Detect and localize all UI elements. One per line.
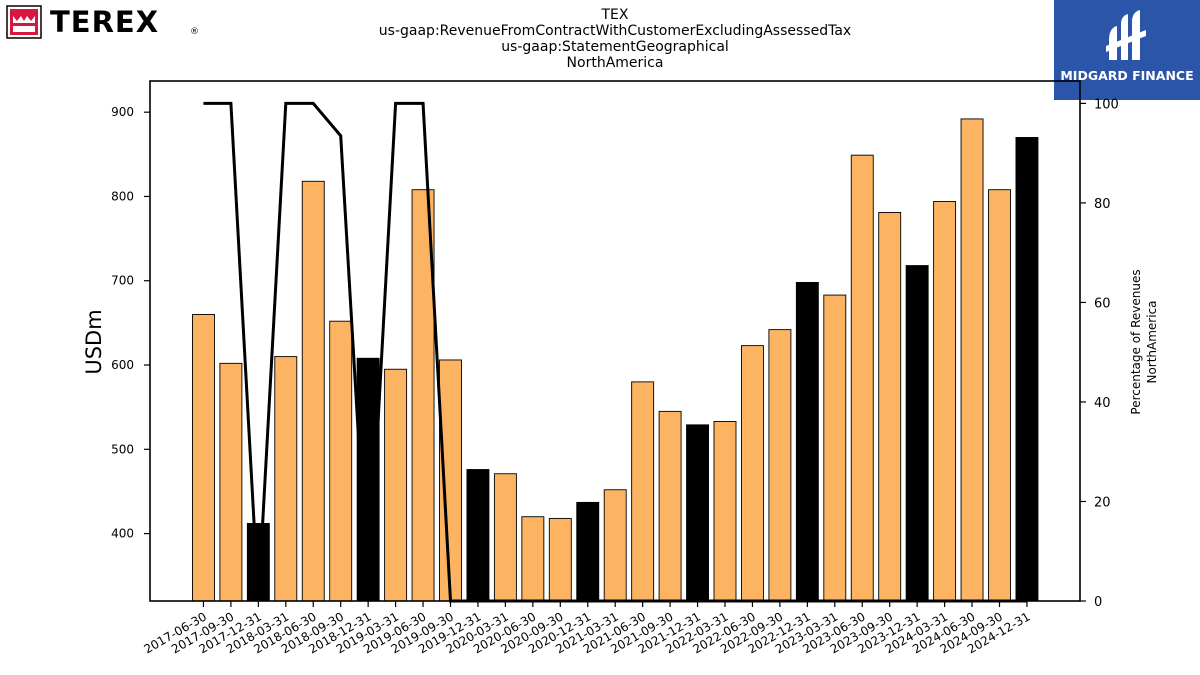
terex-logo: TEREX ® xyxy=(6,4,206,40)
left-tick-label: 500 xyxy=(111,442,134,456)
bar-2019-12-31 xyxy=(466,469,490,602)
bar-2018-06-30 xyxy=(301,180,325,602)
logo-wordmark: TEREX xyxy=(50,5,159,39)
title-line-axis: us-gaap:StatementGeographical xyxy=(501,39,729,55)
secondary-y-axis-label: Percentage of Revenues xyxy=(1129,269,1143,414)
right-tick-label: 80 xyxy=(1094,197,1111,212)
bar-2024-06-30 xyxy=(960,118,984,602)
bar-series xyxy=(191,118,1039,602)
bar-2021-03-31 xyxy=(603,489,627,602)
title-line-ticker: TEX xyxy=(601,7,629,23)
midgard-mark-icon xyxy=(1106,10,1146,60)
bar-2021-09-30 xyxy=(658,410,682,602)
left-axis-ticks: 400 500 600 700 800 900 xyxy=(111,105,150,541)
title-line-concept: us-gaap:RevenueFromContractWithCustomerE… xyxy=(378,23,852,39)
bar-2022-09-30 xyxy=(768,329,792,602)
right-tick-label: 100 xyxy=(1094,97,1119,112)
chart-title: TEX us-gaap:RevenueFromContractWithCusto… xyxy=(300,7,930,71)
bar-2020-06-30 xyxy=(521,516,545,602)
badge-text: MIDGARD FINANCE xyxy=(1060,68,1194,83)
right-tick-label: 40 xyxy=(1094,396,1111,411)
bar-2022-03-31 xyxy=(713,421,737,602)
left-tick-label: 700 xyxy=(111,274,134,288)
left-tick-label: 800 xyxy=(111,189,134,203)
bar-2023-03-31 xyxy=(823,294,847,602)
right-tick-label: 0 xyxy=(1094,595,1102,610)
bar-2021-06-30 xyxy=(631,381,655,602)
bar-2017-06-30 xyxy=(191,314,215,602)
bar-2018-03-31 xyxy=(274,356,298,602)
secondary-y-axis-label-member: NorthAmerica xyxy=(1145,300,1159,383)
bar-2017-09-30 xyxy=(219,362,243,602)
bar-2018-09-30 xyxy=(329,320,353,602)
right-tick-label: 60 xyxy=(1094,296,1111,311)
bar-2023-12-31 xyxy=(905,265,929,602)
bar-2020-12-31 xyxy=(576,501,600,602)
bar-2022-12-31 xyxy=(795,281,819,602)
bar-2023-09-30 xyxy=(878,212,902,602)
right-tick-label: 20 xyxy=(1094,495,1111,510)
bar-2023-06-30 xyxy=(850,154,874,602)
bar-2024-03-31 xyxy=(933,201,957,602)
left-tick-label: 600 xyxy=(111,358,134,372)
bar-2019-03-31 xyxy=(384,368,408,602)
registered-mark: ® xyxy=(190,27,199,37)
x-axis-ticks: 2017-06-302017-09-302017-12-312018-03-31… xyxy=(142,601,1032,656)
plot-frame xyxy=(149,80,1081,602)
bar-2020-03-31 xyxy=(493,473,517,602)
midgard-finance-badge: MIDGARD FINANCE xyxy=(1054,0,1200,100)
bar-2021-12-31 xyxy=(686,424,709,602)
bar-2022-06-30 xyxy=(741,345,764,602)
bar-2024-09-30 xyxy=(988,189,1011,602)
title-line-member: NorthAmerica xyxy=(566,55,664,71)
left-tick-label: 400 xyxy=(111,527,134,541)
bar-2024-12-31 xyxy=(1015,137,1039,602)
bar-2020-09-30 xyxy=(548,517,572,602)
right-axis-ticks: 0 20 40 60 80 100 xyxy=(1080,97,1119,610)
y-axis-label: USDm xyxy=(82,309,106,374)
left-tick-label: 900 xyxy=(111,105,134,119)
